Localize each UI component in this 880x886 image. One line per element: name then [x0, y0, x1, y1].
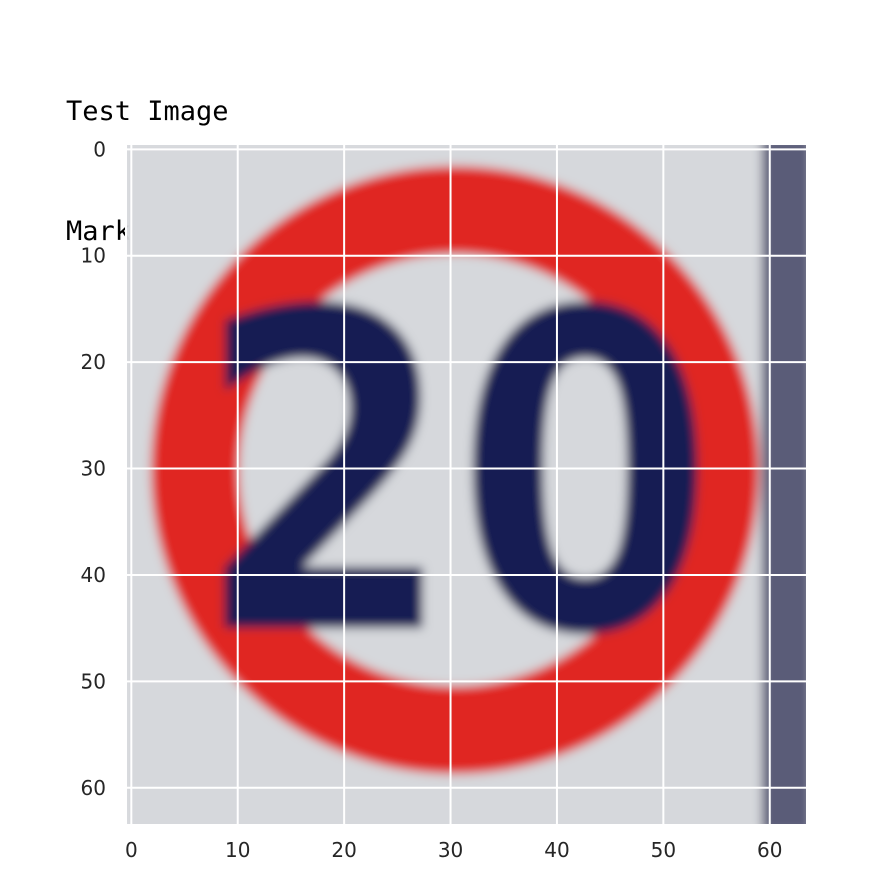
x-tick-label: 0 — [125, 838, 138, 862]
grid — [126, 144, 807, 825]
x-tick-label: 50 — [651, 838, 676, 862]
y-tick-label: 30 — [81, 457, 106, 481]
x-tick-label: 30 — [438, 838, 463, 862]
title-line-test-image: Test Image — [66, 96, 229, 127]
y-tick-label: 50 — [81, 669, 106, 693]
sign-number: 20 — [195, 221, 715, 733]
x-tick-label: 60 — [757, 838, 782, 862]
traffic-sign-image: 20 — [126, 144, 807, 825]
y-axis-ticks: 0 10 20 30 40 50 60 — [81, 137, 106, 799]
axes-frame — [125, 143, 808, 826]
x-tick-label: 40 — [544, 838, 569, 862]
x-tick-label: 20 — [331, 838, 356, 862]
sign-red-ring — [151, 166, 759, 774]
y-tick-label: 40 — [81, 563, 106, 587]
x-axis-ticks: 0 10 20 30 40 50 60 — [125, 838, 783, 862]
y-tick-label: 10 — [81, 244, 106, 268]
x-tick-label: 10 — [225, 838, 250, 862]
y-tick-label: 60 — [81, 776, 106, 800]
y-tick-label: 20 — [81, 350, 106, 374]
y-tick-label: 0 — [93, 137, 106, 161]
